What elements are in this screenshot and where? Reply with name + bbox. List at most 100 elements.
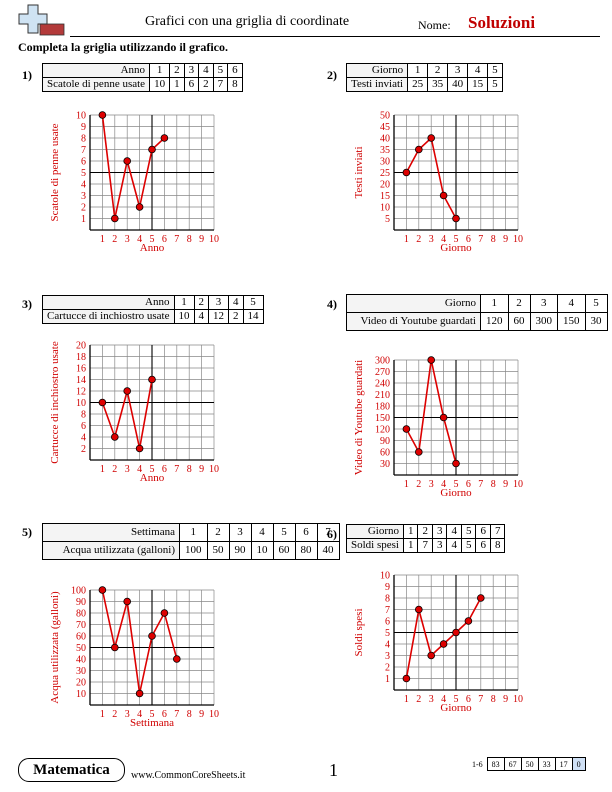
data-point [427,134,435,142]
data-point [402,425,411,433]
y-tick-label: 3 [81,191,86,202]
score-table: 1-6 83 67 50 33 17 0 [468,757,586,771]
data-table: Giorno 1 2 3 4 5 Testi inviati 25 35 40 15 5 [345,63,503,92]
data-point [477,594,485,602]
y-tick-label: 30 [380,157,390,168]
table-x-value: 5 [487,63,503,78]
score-cell: 33 [537,757,556,771]
y-tick-label: 150 [375,413,390,424]
data-point [402,168,411,177]
table-y-label: Scatole di penne usate [41,77,151,92]
y-tick-label: 5 [385,214,390,225]
x-axis-title: Anno [140,242,165,254]
table-y-value: 10 [149,77,171,92]
x-tick-label: 5 [150,234,155,245]
instructions: Completa la griglia utilizzando il grafi… [18,40,228,54]
problem-number: 1) [22,68,32,82]
name-label: Nome: [418,18,451,32]
x-tick-label: 1 [100,464,105,475]
data-point [148,375,156,384]
problem-number: 5) [22,525,32,539]
table-y-value: 50 [206,541,230,560]
table-x-value: 6 [227,63,243,78]
y-tick-label: 40 [380,134,390,145]
x-tick-label: 10 [513,234,523,245]
table-y-value: 6 [183,77,200,92]
table-y-value: 3 [432,538,448,553]
y-axis-title: Cartucce di inchiostro usate [49,341,61,464]
table-y-value: 25 [407,77,429,92]
y-tick-label: 9 [81,122,86,133]
table-y-value: 4 [446,538,462,553]
x-tick-label: 3 [429,234,434,245]
table-x-value: 5 [212,63,229,78]
y-tick-label: 60 [380,448,390,459]
x-tick-label: 9 [199,234,204,245]
table-x-value: 5 [584,294,608,313]
table-x-value: 2 [507,294,531,313]
x-tick-label: 9 [503,234,508,245]
y-tick-label: 10 [76,398,86,409]
y-tick-label: 8 [81,410,86,421]
table-y-label: Video di Youtube guardati [346,312,481,331]
x-tick-label: 10 [209,234,219,245]
x-tick-label: 2 [416,479,421,490]
table-y-value: 40 [447,77,469,92]
y-tick-label: 60 [76,632,86,643]
data-point [98,111,107,119]
score-range: 1-6 [472,759,483,769]
y-tick-label: 20 [76,341,86,352]
data-table: Giorno 1 2 3 4 5 6 7 Soldi spesi 1 7 3 4 5 6 8 [346,524,506,553]
y-tick-label: 90 [76,597,86,608]
y-tick-label: 35 [380,145,390,156]
table-x-value: 3 [447,63,469,78]
x-tick-label: 5 [454,234,459,245]
x-tick-label: 3 [429,479,434,490]
x-tick-label: 6 [162,709,167,720]
table-x-label: Anno [41,63,151,78]
data-point [123,597,131,606]
table-x-value: 2 [427,63,449,78]
y-tick-label: 70 [76,620,86,631]
table-x-value: 6 [475,524,491,539]
table-y-value: 60 [272,541,296,560]
data-point [414,605,423,614]
y-tick-label: 80 [76,609,86,620]
y-tick-label: 1 [385,674,390,685]
data-point [123,157,131,165]
x-tick-label: 3 [125,234,130,245]
x-tick-label: 4 [441,479,446,490]
data-point [148,632,156,640]
score-cell: 67 [503,757,522,771]
y-tick-label: 50 [76,643,86,654]
x-tick-label: 6 [466,479,471,490]
y-axis-title: Video di Youtube guardati [353,360,365,475]
table-x-value: 2 [193,295,209,310]
table-y-value: 7 [417,538,433,553]
header-divider [70,36,600,37]
table-y-value: 10 [173,309,195,324]
y-tick-label: 3 [385,651,390,662]
table-y-value: 2 [198,77,214,92]
table-x-value: 1 [149,63,171,78]
y-tick-label: 12 [76,387,86,398]
table-y-value: 14 [242,309,264,324]
solutions-label: Soluzioni [468,13,536,32]
x-tick-label: 3 [429,694,434,705]
table-x-value: 1 [403,524,419,539]
table-x-value: 3 [208,295,229,310]
table-x-value: 6 [294,523,318,542]
y-tick-label: 210 [375,390,390,401]
x-tick-label: 2 [416,694,421,705]
x-tick-label: 4 [441,694,446,705]
x-tick-label: 7 [174,464,179,475]
x-tick-label: 4 [441,234,446,245]
table-x-value: 4 [467,63,489,78]
table-x-value: 1 [407,63,429,78]
x-tick-label: 1 [404,234,409,245]
site-url[interactable]: www.CommonCoreSheets.it [131,770,246,781]
data-point [439,191,448,200]
y-tick-label: 6 [81,157,86,168]
x-tick-label: 7 [478,694,483,705]
